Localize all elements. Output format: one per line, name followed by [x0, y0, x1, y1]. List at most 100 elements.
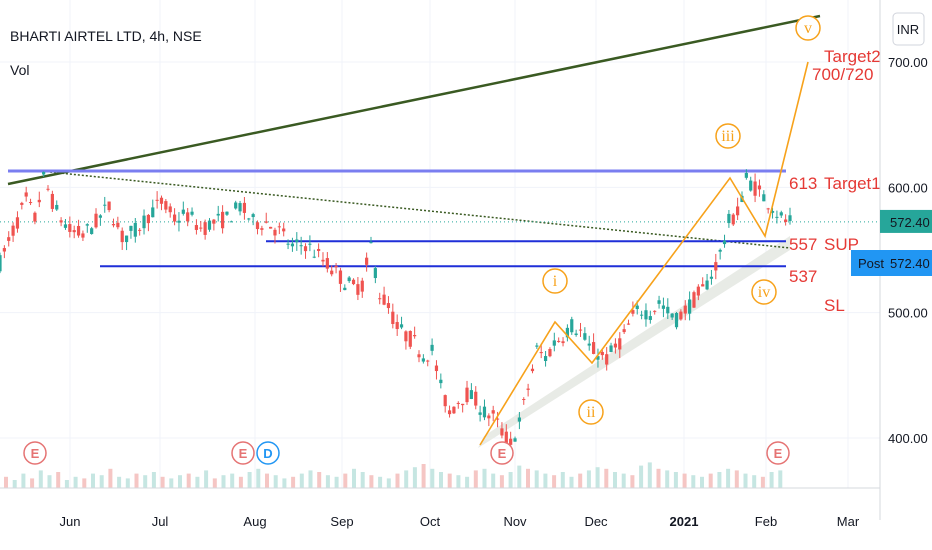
candle-body	[784, 219, 788, 222]
event-label: E	[498, 446, 507, 461]
volume-bar	[465, 476, 470, 488]
candle-body	[474, 391, 478, 406]
volume-bar	[673, 472, 678, 488]
volume-bar	[91, 473, 95, 488]
volume-bar	[125, 478, 130, 488]
volume-bar	[760, 476, 765, 488]
price-tick-label: 500.00	[888, 306, 928, 321]
event-marker	[766, 441, 790, 465]
volume-bar	[717, 472, 722, 488]
candle-body	[255, 222, 260, 230]
volume-bar	[517, 465, 522, 488]
candle-body	[722, 240, 727, 245]
candle-body	[186, 212, 190, 222]
volume-bar	[308, 470, 313, 488]
volume-label[interactable]: Vol	[10, 62, 30, 78]
candle-body	[417, 354, 421, 358]
volume-bar	[12, 480, 17, 488]
volume-bar	[526, 468, 530, 488]
time-tick-label: Sep	[330, 514, 353, 529]
candle-body	[46, 188, 50, 190]
candle-body	[295, 239, 299, 243]
trend-channel	[478, 236, 790, 448]
volume-bar	[569, 476, 574, 488]
volume-bar	[543, 473, 548, 488]
candle-body	[757, 185, 762, 190]
candle-body	[177, 220, 181, 223]
wave-label: v	[804, 20, 812, 37]
level-value-label: 557	[789, 235, 817, 254]
wave-circle	[751, 279, 777, 305]
candle-body	[382, 294, 386, 305]
volume-bar	[665, 470, 670, 488]
volume-bar	[317, 472, 322, 488]
candle-body	[395, 322, 399, 330]
candle-body	[779, 212, 783, 216]
candle-body	[753, 181, 757, 196]
horizontal-levels	[0, 169, 880, 268]
candle-body	[234, 202, 238, 209]
candle-body	[168, 206, 172, 213]
candle-body	[317, 248, 321, 251]
candle-body	[469, 390, 473, 399]
candle-body	[574, 333, 578, 335]
candle-body	[688, 299, 692, 314]
candle-body	[605, 354, 609, 365]
candle-body	[714, 262, 718, 271]
candle-body	[439, 379, 443, 384]
volume-bar	[343, 473, 348, 488]
price-axis[interactable]: 700.00 600.00 500.00 400.00 INR 572.40 Post 572…	[851, 0, 932, 550]
post-market-tag	[851, 250, 932, 276]
volume-bar	[38, 470, 43, 488]
price-tag	[880, 209, 932, 233]
event-label: E	[239, 446, 248, 461]
volume-bar	[230, 473, 235, 488]
volume-bar	[743, 473, 748, 488]
wave-label: i	[553, 273, 558, 290]
candle-body	[55, 204, 59, 210]
volume-bar	[769, 472, 774, 488]
candle-body	[338, 270, 343, 284]
candle-body	[557, 340, 561, 342]
volume-bar	[238, 476, 243, 488]
level-note-label: Target1	[824, 174, 881, 193]
volume-bar	[378, 476, 383, 488]
time-tick-label: Jun	[60, 514, 81, 529]
volume-bar	[613, 472, 617, 488]
candle-body	[426, 360, 430, 362]
candle-body	[37, 199, 41, 203]
candle-body	[762, 194, 766, 202]
candle-body	[583, 333, 587, 340]
candle-body	[369, 242, 373, 244]
time-axis[interactable]: Jun Jul Aug Sep Oct Nov Dec 2021 Feb Mar	[0, 487, 880, 529]
chart-grid	[0, 0, 880, 488]
volume-bar	[734, 470, 739, 488]
volume-bar	[412, 467, 417, 488]
symbol-title[interactable]: BHARTI AIRTEL LTD, 4h, NSE	[10, 28, 202, 44]
candle-body	[731, 214, 735, 225]
event-label: D	[263, 446, 272, 461]
candle-body	[20, 202, 24, 205]
elliott-wave-path	[479, 61, 809, 446]
volume-bar	[726, 468, 731, 488]
candle-body	[513, 438, 517, 442]
volume-bar	[430, 468, 435, 488]
volume-bar	[64, 480, 69, 488]
candle-body	[7, 237, 11, 241]
candle-body	[587, 343, 591, 346]
candle-body	[653, 310, 657, 312]
wave-circle	[715, 123, 741, 149]
stop-loss-label: SL	[824, 296, 845, 315]
candle-body	[360, 280, 364, 292]
candle-body	[696, 286, 700, 296]
candle-body	[539, 352, 543, 354]
candle-body	[648, 316, 652, 320]
candle-body	[701, 284, 705, 287]
volume-bar	[99, 475, 104, 488]
candle-body	[59, 220, 63, 223]
volume-bar	[186, 473, 191, 488]
volume-bar	[439, 472, 443, 488]
volume-bar	[265, 473, 269, 488]
